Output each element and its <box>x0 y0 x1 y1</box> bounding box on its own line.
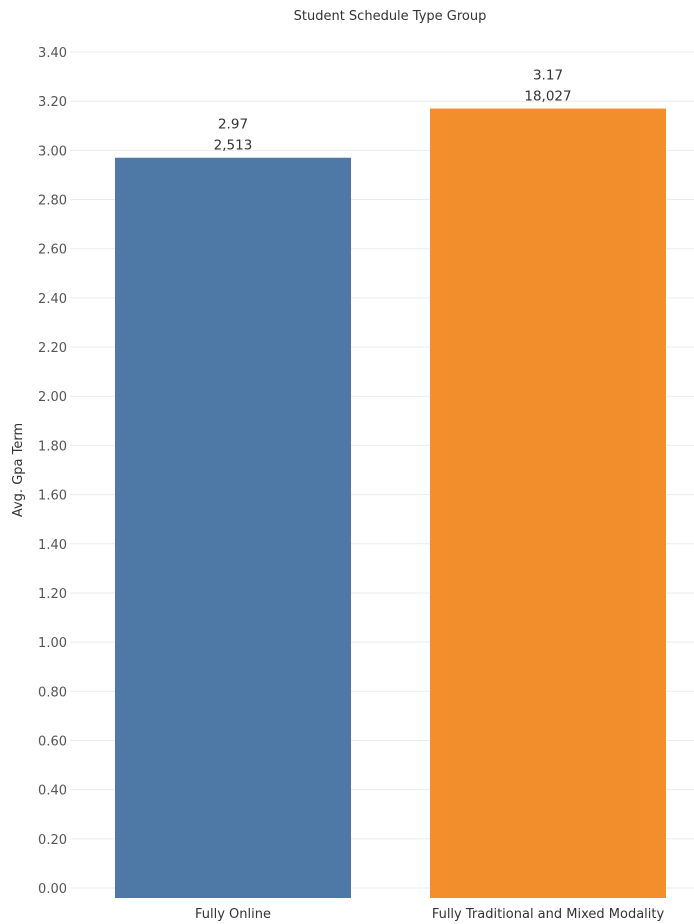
x-category-label: Fully Online <box>195 907 271 922</box>
y-tick-label: 2.20 <box>38 341 67 356</box>
y-tick-label: 0.40 <box>38 784 67 799</box>
bar <box>430 108 666 899</box>
y-tick-label: 0.80 <box>38 685 67 700</box>
y-tick-label: 3.00 <box>38 144 67 159</box>
y-tick-label: 1.20 <box>38 587 67 602</box>
bar-value-label: 3.17 <box>533 68 563 84</box>
y-tick-label: 2.80 <box>38 194 67 209</box>
x-axis-categories: Fully Online Fully Traditional and Mixed … <box>195 907 664 922</box>
y-tick-label: 0.60 <box>38 734 67 749</box>
y-tick-label: 3.20 <box>38 95 67 110</box>
bars <box>115 108 666 899</box>
y-tick-label: 2.60 <box>38 243 67 258</box>
chart-title: Student Schedule Type Group <box>294 9 487 24</box>
y-axis-ticks: 0.00 0.20 0.40 0.60 0.80 1.00 1.20 1.40 1.60 1.80… <box>38 46 67 897</box>
y-tick-label: 2.40 <box>38 292 67 307</box>
bar-count-label: 2,513 <box>214 138 253 154</box>
y-axis-title: Avg. Gpa Term <box>11 423 26 517</box>
data-labels: 2.97 2,513 3.17 18,027 <box>214 68 572 154</box>
y-tick-label: 3.40 <box>38 46 67 61</box>
bar-value-label: 2.97 <box>218 117 248 133</box>
y-tick-label: 0.20 <box>38 833 67 848</box>
y-tick-label: 1.40 <box>38 538 67 553</box>
bar-count-label: 18,027 <box>524 89 571 105</box>
y-tick-label: 1.60 <box>38 489 67 504</box>
y-tick-label: 1.00 <box>38 636 67 651</box>
bar <box>115 157 351 898</box>
y-tick-label: 0.00 <box>38 882 67 897</box>
x-category-label: Fully Traditional and Mixed Modality <box>432 907 665 922</box>
y-tick-label: 2.00 <box>38 390 67 405</box>
y-tick-label: 1.80 <box>38 439 67 454</box>
